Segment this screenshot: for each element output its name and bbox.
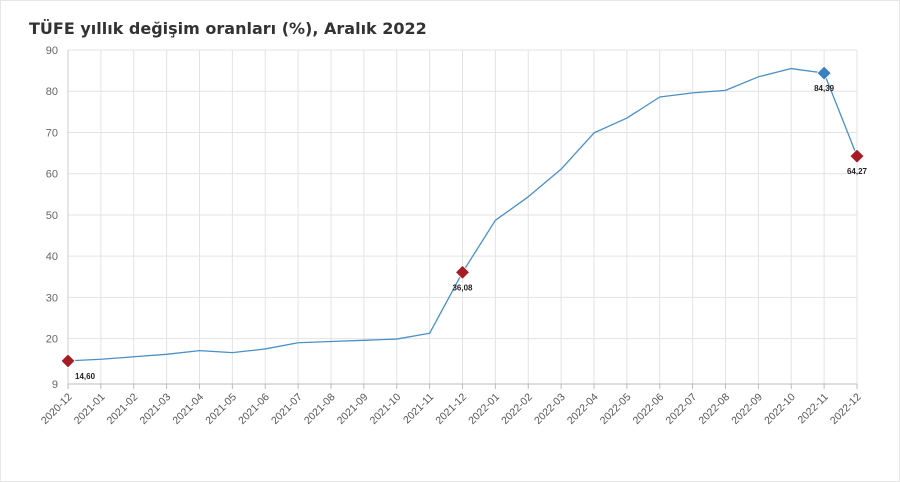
x-tick-label: 2021-12	[433, 391, 469, 427]
y-tick-label: 90	[46, 45, 58, 57]
data-label: 14,60	[75, 372, 96, 381]
data-point-marker	[60, 353, 76, 369]
y-tick-label: 50	[46, 210, 58, 222]
x-tick-label: 2022-05	[598, 391, 634, 427]
data-label: 84,39	[814, 84, 835, 93]
x-tick-label: 2022-11	[796, 391, 831, 426]
x-tick-label: 2022-01	[466, 391, 502, 427]
y-tick-label: 9	[52, 379, 58, 391]
x-tick-label: 2021-08	[302, 391, 338, 427]
x-tick-label: 2021-11	[401, 391, 436, 426]
x-tick-label: 2021-07	[269, 391, 305, 427]
data-labels: 14,60 36,08 84,39 64,27	[75, 84, 868, 381]
y-tick-label: 60	[46, 169, 58, 181]
x-tick-label: 2022-07	[663, 391, 699, 427]
y-tick-label: 40	[46, 251, 58, 263]
chart-title: TÜFE yıllık değişim oranları (%), Aralık…	[29, 19, 427, 38]
y-tick-label: 30	[46, 292, 58, 304]
x-tick-label: 2022-12	[828, 391, 864, 427]
x-tick-label: 2022-09	[729, 391, 765, 427]
x-tick-label: 2022-06	[631, 391, 667, 427]
x-tick-label: 2021-06	[236, 391, 272, 427]
x-tick-label: 2021-01	[72, 391, 108, 427]
axes: 920304050607080902020-122021-012021-0220…	[39, 45, 864, 427]
y-tick-label: 20	[46, 334, 58, 346]
x-tick-label: 2022-10	[762, 391, 798, 427]
x-tick-label: 2020-12	[39, 391, 75, 427]
data-label: 36,08	[452, 283, 473, 292]
y-tick-label: 70	[46, 127, 58, 139]
x-tick-label: 2022-03	[532, 391, 568, 427]
x-tick-label: 2022-08	[696, 391, 732, 427]
x-tick-label: 2021-10	[368, 391, 404, 427]
x-tick-label: 2022-04	[565, 391, 601, 427]
x-tick-label: 2022-02	[499, 391, 535, 427]
y-tick-label: 80	[46, 86, 58, 98]
x-tick-label: 2021-04	[170, 391, 206, 427]
x-tick-label: 2021-09	[335, 391, 371, 427]
grid	[67, 49, 858, 385]
data-label: 64,27	[847, 167, 868, 176]
x-tick-label: 2021-02	[105, 391, 141, 427]
data-point-marker	[454, 264, 471, 280]
data-point-marker	[816, 65, 832, 81]
x-tick-label: 2021-05	[203, 391, 239, 427]
data-point-marker	[849, 148, 865, 164]
markers	[60, 65, 865, 369]
x-tick-label: 2021-03	[137, 391, 173, 427]
